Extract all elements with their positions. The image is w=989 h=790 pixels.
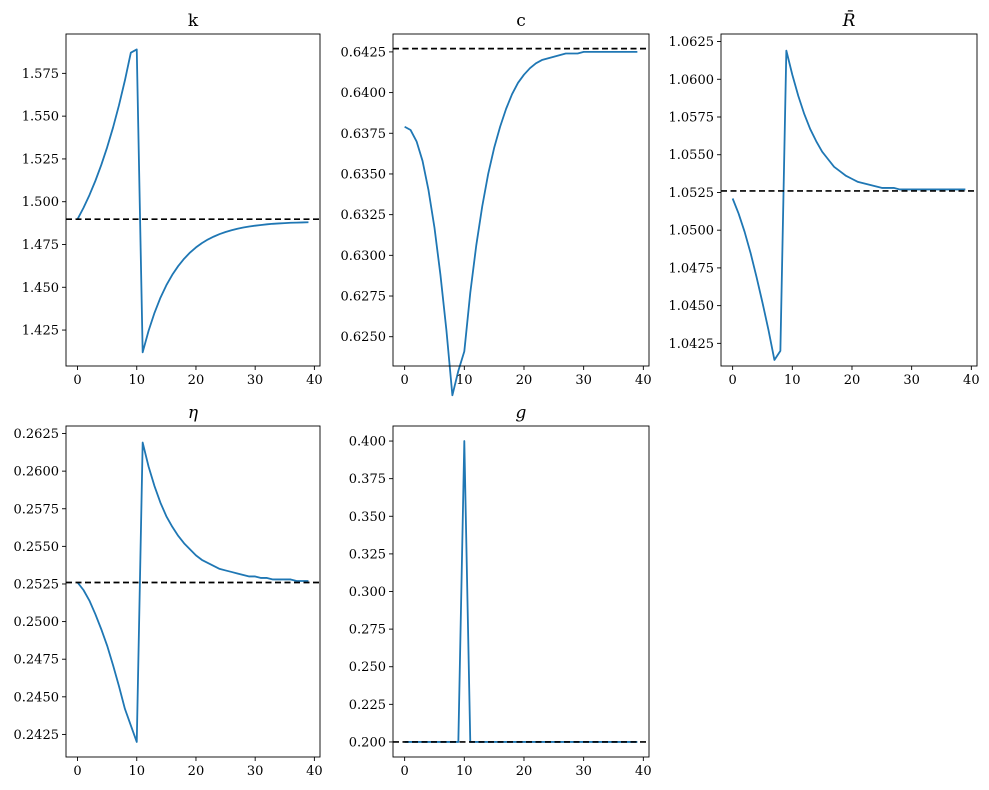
series-line [731,49,966,361]
y-tick-label: 0.2525 [14,577,60,592]
y-tick-label: 0.2600 [14,465,60,480]
y-tick-label: 0.6375 [341,127,387,142]
y-tick-label: 0.6250 [341,330,387,345]
y-tick-label: 0.350 [349,510,386,525]
axis-frame [720,33,978,367]
subplot-5: g 0 10 20 30 40 0.200 0.225 0.250 0.275 0.300 0.325… [349,403,652,779]
y-tick-label: 0.6275 [341,290,387,305]
y-tick-label: 1.0550 [669,148,715,163]
y-tick-label: 1.550 [22,110,59,125]
axis-frame [65,33,321,367]
y-tick-label: 1.0475 [669,261,715,276]
y-tick-label: 0.6425 [341,45,387,60]
y-tick-label: 1.0600 [669,73,715,88]
y-tick-label: 0.6300 [341,249,387,264]
y-tick-label: 0.2625 [14,427,60,442]
x-tick-label: 30 [247,764,264,779]
y-tick-label: 1.425 [22,324,59,339]
x-tick-label: 40 [635,373,652,388]
x-tick-label: 40 [306,764,323,779]
y-tick-label: 0.225 [349,698,386,713]
x-tick-label: 40 [635,764,652,779]
x-tick-label: 30 [903,373,920,388]
y-tick-label: 0.375 [349,472,386,487]
y-tick-label: 0.2500 [14,615,60,630]
series-line [76,441,309,743]
series-line [404,440,638,743]
x-tick-label: 10 [784,373,801,388]
x-tick-label: 0 [73,373,81,388]
y-tick-label: 0.2450 [14,690,60,705]
y-tick-label: 0.6400 [341,86,387,101]
y-tick-label: 0.275 [349,623,386,638]
y-tick-label: 1.0525 [669,186,715,201]
y-tick-label: 1.475 [22,238,59,253]
subplot-1: k 0 10 20 30 40 1.425 1.450 1.475 1.500 1.525 1.550… [22,11,323,388]
y-tick-label: 1.500 [22,195,59,210]
subplot-title: R̄ [842,9,856,31]
subplot-title: η [188,403,199,423]
subplot-title: g [516,403,527,423]
x-tick-label: 10 [128,764,145,779]
series-line [76,48,309,354]
y-tick-label: 1.575 [22,67,59,82]
y-tick-label: 0.325 [349,547,386,562]
subplot-title: c [516,11,526,31]
x-tick-label: 0 [728,373,736,388]
x-tick-label: 30 [575,373,592,388]
x-tick-label: 10 [456,373,473,388]
y-tick-label: 1.525 [22,152,59,167]
x-tick-label: 0 [400,764,408,779]
x-tick-label: 0 [73,764,81,779]
y-tick-label: 1.0575 [669,111,715,126]
y-tick-label: 1.0450 [669,299,715,314]
x-tick-label: 20 [844,373,861,388]
y-tick-label: 0.2475 [14,653,60,668]
y-tick-label: 1.0625 [669,35,715,50]
axis-frame [392,33,650,367]
y-tick-label: 0.2575 [14,502,60,517]
y-tick-label: 0.200 [349,735,386,750]
x-tick-label: 20 [516,764,533,779]
x-tick-label: 10 [456,764,473,779]
axis-frame [392,425,650,758]
y-tick-label: 0.6325 [341,208,387,223]
y-tick-label: 0.250 [349,660,386,675]
x-tick-label: 40 [963,373,980,388]
y-tick-label: 0.400 [349,435,386,450]
x-tick-label: 20 [516,373,533,388]
x-tick-label: 20 [188,764,205,779]
x-tick-label: 10 [128,373,145,388]
y-tick-label: 1.450 [22,281,59,296]
y-tick-label: 1.0500 [669,224,715,239]
x-tick-label: 20 [188,373,205,388]
axis-frame [65,425,321,758]
series-line [404,51,638,397]
x-tick-label: 30 [247,373,264,388]
subplot-title: k [188,11,199,31]
subplot-4: η 0 10 20 30 40 0.2425 0.2450 0.2475 0.2500 0.2525… [14,403,323,779]
subplot-2: c 0 10 20 30 40 0.6250 0.6275 0.6300 0.6325 0.6350… [341,11,652,397]
subplot-3: R̄ 0 10 20 30 40 1.0425 1.0450 1.0475 1.0500 1.052… [669,9,980,388]
y-tick-label: 0.300 [349,585,386,600]
x-tick-label: 30 [575,764,592,779]
x-tick-label: 40 [306,373,323,388]
x-tick-label: 0 [400,373,408,388]
y-tick-label: 0.2550 [14,540,60,555]
y-tick-label: 0.2425 [14,728,60,743]
y-tick-label: 0.6350 [341,167,387,182]
y-tick-label: 1.0425 [669,337,715,352]
